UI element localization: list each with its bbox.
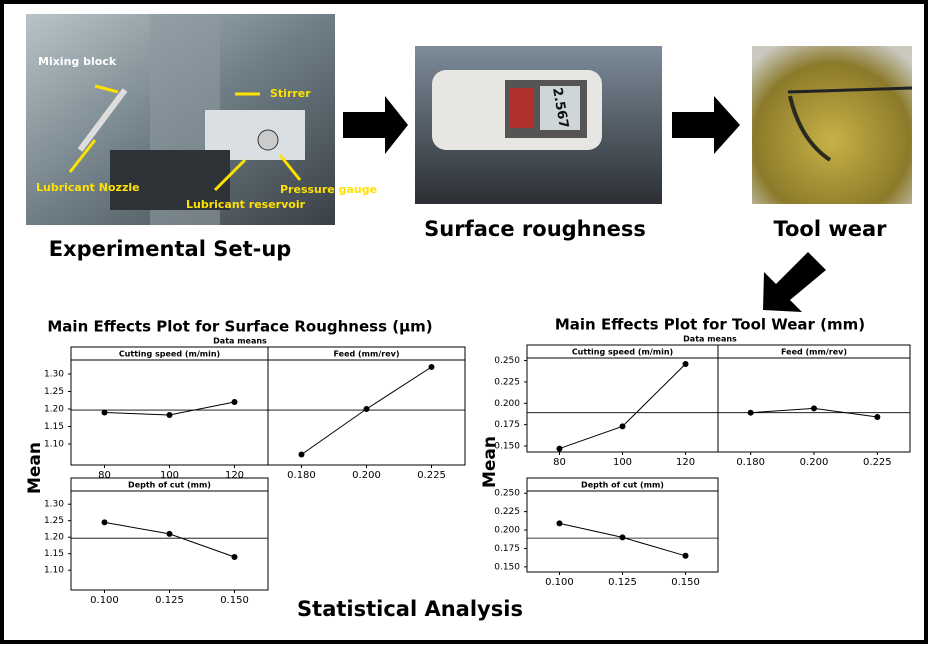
- data-point: [811, 405, 817, 411]
- y-tick-label: 0.225: [494, 507, 520, 517]
- x-tick-label: 0.100: [545, 577, 574, 588]
- panel-title: Cutting speed (m/min): [119, 350, 220, 359]
- x-tick-label: 120: [676, 457, 695, 468]
- x-tick-label: 0.180: [736, 457, 765, 468]
- chart-title: Main Effects Plot for Surface Roughness …: [47, 318, 432, 336]
- arrow: [763, 252, 826, 312]
- effect-line: [104, 522, 234, 557]
- y-tick-label: 1.20: [44, 405, 64, 415]
- label: Stirrer: [270, 87, 311, 100]
- label: Lubricant reservoir: [186, 198, 306, 211]
- y-tick-label: 0.150: [494, 442, 520, 452]
- label: Pressure gauge: [280, 183, 377, 196]
- y-tick-label: 0.250: [494, 489, 520, 499]
- x-tick-label: 0.125: [155, 595, 184, 606]
- y-tick-label: 1.10: [44, 440, 64, 450]
- x-tick-label: 0.225: [417, 470, 446, 481]
- setup-photo: Mixing block Stirrer Lubricant Nozzle Lu…: [26, 14, 377, 225]
- data-point: [874, 414, 880, 420]
- data-point: [298, 452, 304, 458]
- data-point: [556, 446, 562, 452]
- data-point: [429, 364, 435, 370]
- data-point: [683, 361, 689, 367]
- panel-title: Depth of cut (mm): [581, 481, 664, 490]
- x-tick-label: 0.200: [352, 470, 381, 481]
- data-point: [101, 519, 107, 525]
- x-tick-label: 80: [98, 470, 111, 481]
- arrow: [343, 96, 408, 154]
- y-tick-label: 0.225: [494, 377, 520, 387]
- y-tick-label: 0.175: [494, 420, 520, 430]
- panel-frame: [71, 347, 268, 465]
- x-tick-label: 120: [225, 470, 244, 481]
- y-tick-label: 0.250: [494, 356, 520, 366]
- arrow: [672, 96, 740, 154]
- y-tick-label: 1.10: [44, 566, 64, 576]
- effect-line: [559, 364, 685, 449]
- x-tick-label: 100: [613, 457, 632, 468]
- label: Lubricant Nozzle: [36, 181, 140, 194]
- y-tick-label: 1.30: [44, 500, 64, 510]
- y-tick-label: 0.175: [494, 544, 520, 554]
- data-point: [748, 410, 754, 416]
- y-tick-label: 1.25: [44, 387, 64, 397]
- data-point: [232, 554, 238, 560]
- y-tick-label: 1.25: [44, 516, 64, 526]
- wear-photo: [752, 46, 912, 204]
- panel-title: Cutting speed (m/min): [572, 348, 673, 357]
- y-axis-label: Mean: [25, 442, 45, 494]
- chart-subtitle: Data means: [213, 337, 267, 346]
- chart-title: Main Effects Plot for Tool Wear (mm): [555, 316, 865, 334]
- data-point: [232, 399, 238, 405]
- caption: Statistical Analysis: [297, 597, 523, 621]
- data-point: [620, 423, 626, 429]
- x-tick-label: 80: [553, 457, 566, 468]
- data-point: [101, 410, 107, 416]
- data-point: [683, 553, 689, 559]
- panel-title: Depth of cut (mm): [128, 481, 211, 490]
- data-point: [167, 412, 173, 418]
- y-tick-label: 1.30: [44, 370, 64, 380]
- panel-title: Feed (mm/rev): [334, 350, 400, 359]
- panel-frame: [527, 345, 718, 452]
- caption: Experimental Set-up: [49, 237, 292, 261]
- y-tick-label: 1.15: [44, 549, 64, 559]
- y-tick-label: 0.150: [494, 562, 520, 572]
- y-tick-label: 0.200: [494, 526, 520, 536]
- data-point: [167, 531, 173, 537]
- y-tick-label: 0.200: [494, 399, 520, 409]
- x-tick-label: 0.100: [90, 595, 119, 606]
- chart-subtitle: Data means: [683, 335, 737, 344]
- roughness-photo: 2.567: [415, 46, 662, 204]
- data-point: [620, 534, 626, 540]
- panel-title: Feed (mm/rev): [781, 348, 847, 357]
- x-tick-label: 0.180: [287, 470, 316, 481]
- x-tick-label: 0.150: [220, 595, 249, 606]
- graphical-abstract: Mixing block Stirrer Lubricant Nozzle Lu…: [0, 0, 928, 644]
- panel-frame: [718, 345, 910, 452]
- y-tick-label: 1.15: [44, 422, 64, 432]
- caption: Surface roughness: [424, 217, 646, 241]
- data-point: [364, 406, 370, 412]
- x-tick-label: 0.225: [863, 457, 892, 468]
- x-tick-label: 0.125: [608, 577, 637, 588]
- y-tick-label: 1.20: [44, 533, 64, 543]
- data-point: [556, 520, 562, 526]
- caption: Tool wear: [773, 217, 887, 241]
- x-tick-label: 0.200: [800, 457, 829, 468]
- panel-frame: [527, 478, 718, 572]
- x-tick-label: 0.150: [671, 577, 700, 588]
- x-tick-label: 100: [160, 470, 179, 481]
- label: Mixing block: [38, 55, 117, 68]
